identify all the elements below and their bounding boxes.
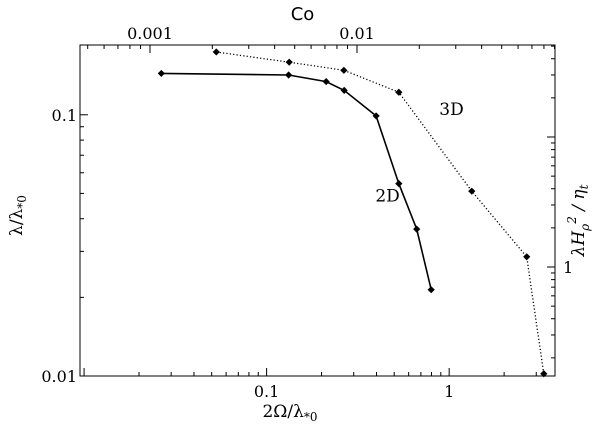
- right-axis-title-part: 2: [565, 216, 579, 225]
- right-axis-title-part: η: [569, 189, 589, 200]
- series-2d-line: [161, 72, 432, 290]
- series-2d-point: [157, 69, 165, 78]
- top-axis-title: Co: [291, 4, 315, 25]
- right-axis-title-part: ρ: [578, 224, 592, 232]
- right-axis-title-part: λH: [569, 230, 589, 258]
- series-annotation: 3D: [439, 100, 463, 120]
- right-axis-title: λHρ2 / ηt: [565, 184, 592, 257]
- x-axis-title: 2Ω/λ*0: [262, 402, 317, 424]
- series-2d-point: [413, 225, 421, 233]
- series-2d-point: [285, 71, 293, 79]
- series-3d-point: [395, 88, 403, 96]
- series-2d-point: [395, 180, 403, 188]
- series-3d-point: [340, 66, 348, 74]
- series-3d-point: [285, 58, 293, 66]
- top-tick-label: 0.001: [127, 24, 173, 43]
- right-axis-title-part: /: [569, 200, 589, 217]
- y-axis-title-part: *0: [15, 195, 29, 209]
- series-3d-point: [523, 253, 531, 261]
- y-tick-label: 0.01: [41, 367, 77, 386]
- right-tick-label: 1: [563, 258, 573, 277]
- right-axis-title-part: t: [577, 184, 591, 189]
- series-2d-point: [340, 86, 348, 94]
- plot-frame: [79, 44, 556, 377]
- y-tick-label: 0.1: [52, 106, 77, 125]
- top-tick-label: 0.01: [339, 24, 375, 43]
- x-axis-title-part: *0: [304, 410, 318, 424]
- series-2d-point: [427, 286, 435, 294]
- x-tick-label: 1: [444, 382, 454, 401]
- series-2d-point: [372, 112, 380, 120]
- series-3d-line: [216, 51, 545, 374]
- series-2d-point: [322, 77, 330, 86]
- series-3d-point: [540, 370, 548, 378]
- x-tick-label: 0.1: [254, 382, 279, 401]
- y-axis-title: λ/λ*0: [7, 195, 29, 236]
- series-3d-point: [468, 187, 476, 195]
- series-3d-point: [212, 48, 220, 56]
- y-axis-title-part: λ/λ: [7, 208, 27, 236]
- series-annotation: 2D: [375, 187, 399, 207]
- x-axis-title-part: 2Ω/λ: [262, 402, 304, 422]
